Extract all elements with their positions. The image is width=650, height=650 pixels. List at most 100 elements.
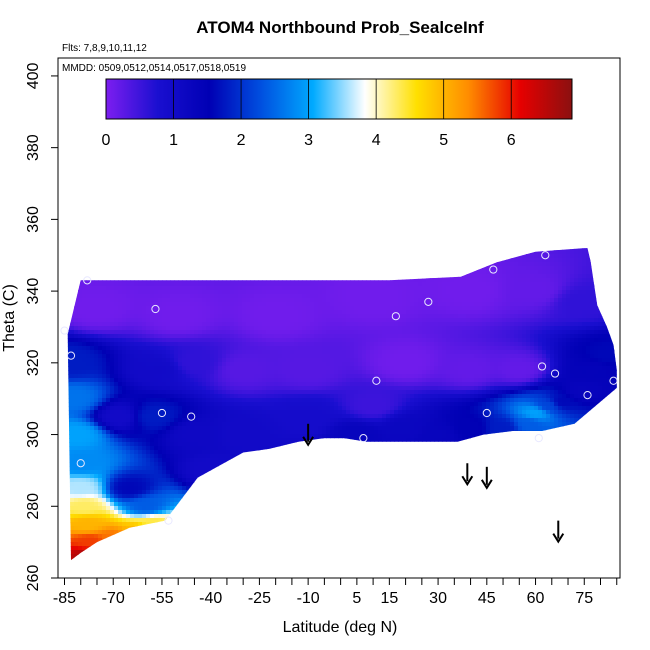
heatmap-cell [154,370,159,375]
heatmap-cell [134,306,139,311]
heatmap-cell [154,518,159,523]
heatmap-cell [222,358,227,363]
heatmap-cell [94,450,99,455]
heatmap-cell [98,362,103,367]
heatmap-cell [106,334,111,339]
heatmap-cell [186,450,191,455]
heatmap-cell [210,306,215,311]
heatmap-cell [90,302,95,307]
heatmap-cell [202,306,207,311]
heatmap-cell [86,486,91,491]
heatmap-cell [234,430,239,435]
heatmap-cell [226,302,231,307]
heatmap-cell [82,506,87,511]
heatmap-cell [106,414,111,419]
heatmap-cell [162,502,167,507]
heatmap-cell [194,414,199,419]
heatmap-cell [106,534,111,539]
heatmap-cell [230,294,235,299]
heatmap-cell [70,494,75,499]
heatmap-cell [234,342,239,347]
heatmap-cell [102,398,107,403]
heatmap-cell [74,510,79,515]
heatmap-cell [138,350,143,355]
heatmap-cell [154,490,159,495]
heatmap-cell [110,314,115,319]
heatmap-cell [222,454,227,459]
heatmap-cell [230,442,235,447]
heatmap-cell [174,482,179,487]
heatmap-cell [78,446,83,451]
heatmap-cell [134,342,139,347]
heatmap-cell [102,446,107,451]
heatmap-cell [210,430,215,435]
heatmap-cell [146,446,151,451]
heatmap-cell [122,398,127,403]
heatmap-cell [67,330,71,335]
heatmap-cell [78,414,83,419]
heatmap-cell [190,458,195,463]
heatmap-cell [90,354,95,359]
heatmap-cell [74,478,79,483]
heatmap-cell [226,426,231,431]
heatmap-cell [198,350,203,355]
heatmap-cell [126,426,131,431]
heatmap-cell [86,482,91,487]
heatmap-cell [110,466,115,471]
heatmap-cell [94,338,99,343]
heatmap-cell [106,418,111,423]
heatmap-cell [154,342,159,347]
heatmap-cell [142,510,147,515]
heatmap-cell [118,434,123,439]
heatmap-cell [182,286,187,291]
heatmap-cell [114,514,119,519]
heatmap-cell [142,430,147,435]
heatmap-cell [210,442,215,447]
heatmap-cell [170,422,175,427]
heatmap-cell [90,310,95,315]
heatmap-cell [98,334,103,339]
heatmap-cell [94,446,99,451]
heatmap-cell [150,498,155,503]
heatmap-cell [142,358,147,363]
heatmap-cell [67,402,71,407]
heatmap-cell [194,318,199,323]
heatmap-cell [194,314,199,319]
heatmap-cell [214,326,219,331]
heatmap-cell [67,358,71,363]
heatmap-cell [98,514,103,519]
heatmap-cell [162,286,167,291]
heatmap-cell [202,438,207,443]
heatmap-cell [202,402,207,407]
heatmap-cell [98,498,103,503]
heatmap-cell [106,470,111,475]
heatmap-cell [154,474,159,479]
heatmap-cell [98,486,103,491]
heatmap-cell [94,394,99,399]
heatmap-cell [162,322,167,327]
heatmap-cell [186,390,191,395]
heatmap-cell [170,406,175,411]
heatmap-cell [122,526,127,531]
heatmap-cell [94,346,99,351]
heatmap-cell [166,390,171,395]
heatmap-cell [182,290,187,295]
heatmap-cell [150,318,155,323]
heatmap-cell [170,378,175,383]
heatmap-cell [82,494,87,499]
heatmap-cell [166,514,171,519]
heatmap-cell [186,446,191,451]
heatmap-cell [142,390,147,395]
heatmap-cell [210,298,215,303]
heatmap-cell [90,358,95,363]
heatmap-cell [170,402,175,407]
heatmap-cell [186,330,191,335]
heatmap-cell [138,502,143,507]
heatmap-cell [130,446,135,451]
heatmap-cell [166,474,171,479]
heatmap-cell [242,402,247,407]
heatmap-cell [186,434,191,439]
heatmap-cell [154,514,159,519]
heatmap-cell [166,422,171,427]
heatmap-cell [226,314,231,319]
